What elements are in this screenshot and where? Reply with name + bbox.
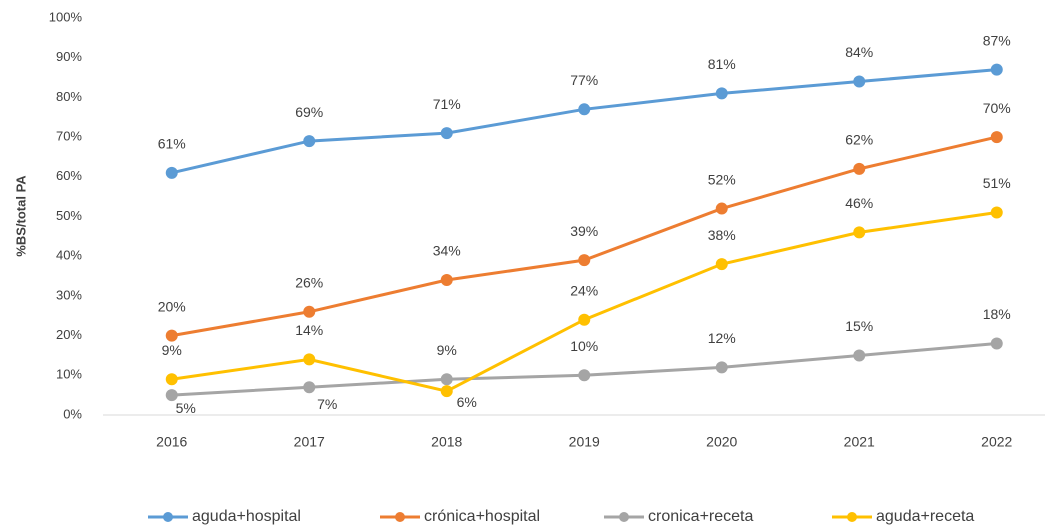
x-tick-label: 2020 [706,434,737,450]
data-label: 61% [158,136,186,152]
y-tick-label: 20% [56,327,82,342]
data-point [440,385,453,398]
data-point [715,87,728,100]
data-point [165,373,178,386]
data-label: 38% [708,227,736,243]
data-label: 7% [317,396,337,412]
data-point [165,329,178,342]
data-point [990,131,1003,144]
series-line [171,211,997,393]
data-point [990,337,1003,350]
legend-marker [163,512,173,522]
x-tick-label: 2019 [569,434,600,450]
data-label: 15% [845,318,873,334]
data-point [578,369,591,382]
y-tick-label: 0% [63,406,82,421]
legend-marker [395,512,405,522]
data-label: 34% [433,243,461,259]
data-label: 20% [158,298,186,314]
x-tick-label: 2016 [156,434,187,450]
data-label: 77% [570,72,598,88]
data-label: 62% [845,132,873,148]
data-label: 6% [457,394,477,410]
legend-marker [619,512,629,522]
data-label: 9% [437,342,457,358]
legend-label: crónica+hospital [424,508,540,525]
data-point [165,389,178,402]
data-label: 26% [295,274,323,290]
data-label: 14% [295,322,323,338]
data-point [715,258,728,271]
data-point [303,381,316,394]
data-label: 10% [570,338,598,354]
data-point [440,373,453,386]
data-point [990,206,1003,219]
data-label: 9% [162,342,182,358]
data-point [165,166,178,179]
x-tick-label: 2018 [431,434,462,450]
data-label: 71% [433,96,461,112]
data-label: 52% [708,171,736,187]
data-point [578,313,591,326]
data-point [303,305,316,318]
y-tick-label: 10% [56,367,82,382]
data-point [303,353,316,366]
legend-label: aguda+receta [876,508,974,525]
data-point [715,361,728,374]
legend-label: aguda+hospital [192,508,301,525]
data-label: 51% [983,175,1011,191]
data-point [578,254,591,267]
data-label: 5% [176,400,196,416]
data-label: 18% [983,306,1011,322]
data-point [990,63,1003,76]
y-tick-label: 30% [56,287,82,302]
data-point [715,202,728,215]
data-point [853,162,866,175]
y-tick-label: 70% [56,129,82,144]
data-label: 12% [708,330,736,346]
y-tick-label: 60% [56,168,82,183]
y-tick-label: 100% [49,9,83,24]
data-point [853,226,866,239]
legend-label: cronica+receta [648,508,753,525]
data-point [303,135,316,148]
data-label: 69% [295,104,323,120]
y-tick-label: 50% [56,208,82,223]
y-axis-label: %BS/total PA [13,175,28,257]
data-label: 39% [570,223,598,239]
y-tick-label: 90% [56,49,82,64]
legend-marker [847,512,857,522]
data-label: 70% [983,100,1011,116]
data-label: 84% [845,44,873,60]
x-tick-label: 2022 [981,434,1012,450]
data-point [853,75,866,88]
x-tick-label: 2021 [844,434,875,450]
y-tick-label: 80% [56,89,82,104]
data-label: 87% [983,32,1011,48]
data-label: 81% [708,56,736,72]
y-tick-label: 40% [56,248,82,263]
data-point [578,103,591,116]
data-point [853,349,866,362]
x-tick-label: 2017 [294,434,325,450]
data-label: 24% [570,282,598,298]
data-point [440,274,453,287]
data-label: 46% [845,195,873,211]
data-point [440,127,453,140]
